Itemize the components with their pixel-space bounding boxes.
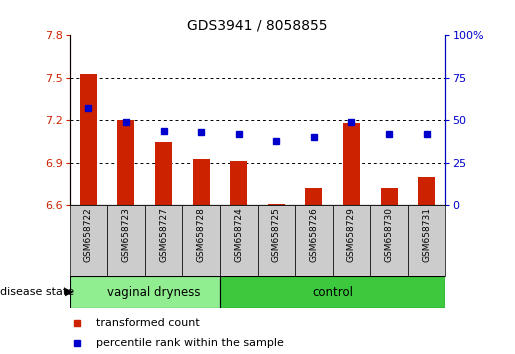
Bar (220, 205, 258, 276)
Bar (117, 120, 134, 205)
Bar (70, 205, 107, 276)
Bar (155, 142, 172, 205)
Title: GDS3941 / 8058855: GDS3941 / 8058855 (187, 19, 328, 33)
Bar (230, 161, 247, 205)
Bar (107, 205, 145, 276)
Bar (220, 276, 445, 308)
Bar (258, 205, 295, 276)
Bar (305, 188, 322, 205)
Text: GSM658728: GSM658728 (197, 207, 205, 262)
Bar (418, 177, 435, 205)
Text: percentile rank within the sample: percentile rank within the sample (96, 338, 284, 348)
Text: GSM658727: GSM658727 (159, 207, 168, 262)
Bar (145, 205, 182, 276)
Text: GSM658722: GSM658722 (84, 207, 93, 262)
Bar (333, 205, 370, 276)
Bar (381, 188, 398, 205)
Text: GSM658731: GSM658731 (422, 207, 431, 262)
Text: control: control (312, 286, 353, 298)
Bar (343, 123, 360, 205)
Bar (295, 205, 333, 276)
Bar (370, 205, 408, 276)
Text: GSM658724: GSM658724 (234, 207, 243, 262)
Text: disease state: disease state (0, 287, 74, 297)
Text: GSM658725: GSM658725 (272, 207, 281, 262)
Text: GSM658723: GSM658723 (122, 207, 130, 262)
Text: GSM658729: GSM658729 (347, 207, 356, 262)
Bar (193, 159, 210, 205)
Text: transformed count: transformed count (96, 318, 200, 329)
Bar (70, 276, 220, 308)
Bar (408, 205, 445, 276)
Text: ▶: ▶ (65, 287, 74, 297)
Bar (182, 205, 220, 276)
Bar (268, 204, 285, 205)
Text: GSM658730: GSM658730 (385, 207, 393, 262)
Text: vaginal dryness: vaginal dryness (107, 286, 201, 298)
Bar (80, 74, 97, 205)
Text: GSM658726: GSM658726 (310, 207, 318, 262)
